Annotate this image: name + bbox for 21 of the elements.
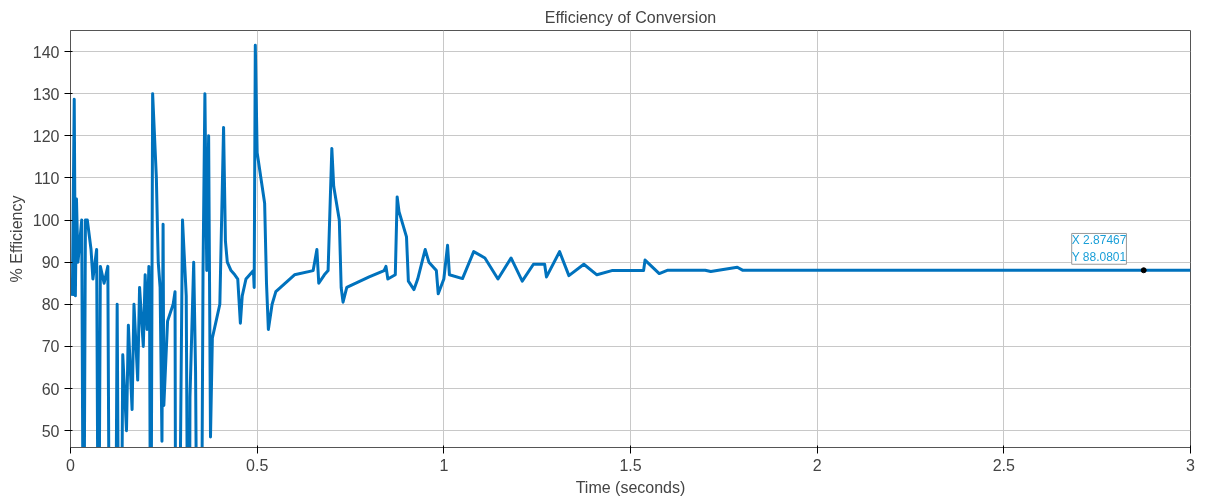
x-tick-label: 2 — [812, 456, 822, 474]
y-tick-label: 110 — [33, 169, 60, 187]
y-tick-label: 50 — [41, 422, 60, 440]
y-tick-label: 130 — [32, 85, 60, 103]
y-axis-title: % Efficiency — [7, 195, 25, 283]
x-tick-label: 0 — [66, 456, 76, 474]
y-tick-label: 100 — [32, 212, 60, 230]
y-tick-label: 60 — [41, 380, 60, 398]
y-tick-label: 70 — [41, 338, 60, 356]
x-tick-label: 2.5 — [992, 456, 1016, 474]
x-tick-label: 3 — [1186, 456, 1196, 474]
y-tick-label: 90 — [41, 254, 60, 272]
x-axis-title: Time (seconds) — [575, 478, 686, 496]
chart-title: Efficiency of Conversion — [544, 8, 717, 26]
y-tick-label: 80 — [41, 296, 60, 314]
y-tick-label: 120 — [32, 127, 60, 145]
x-tick-label: 1 — [439, 456, 449, 474]
annotation: X 2.87467 Y 88.0801 — [1071, 233, 1127, 265]
y-tick-label: 140 — [32, 43, 60, 61]
x-tick-label: 0.5 — [246, 456, 269, 474]
x-tick-label: 1.5 — [619, 456, 642, 474]
